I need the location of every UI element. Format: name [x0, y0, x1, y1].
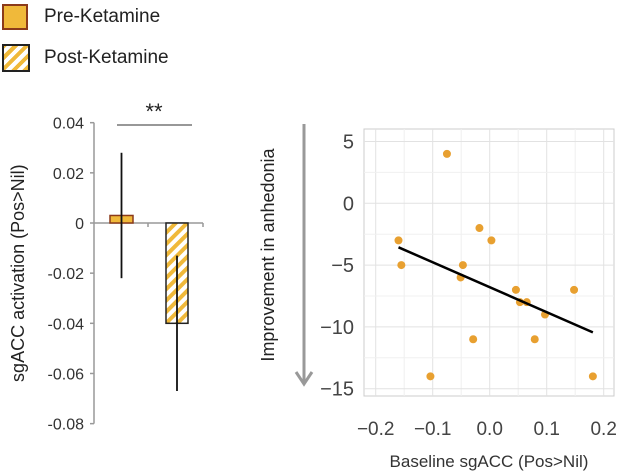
significance-label: **	[145, 99, 163, 124]
scatter-point	[426, 372, 435, 381]
legend-label-pre: Pre-Ketamine	[44, 6, 161, 27]
scatter-x-tick-label: −0.1	[414, 419, 452, 440]
scatter-point	[487, 236, 496, 245]
scatter-x-axis-label: Baseline sgACC (Pos>Nil)	[390, 452, 589, 471]
legend-label-post: Post-Ketamine	[44, 47, 169, 68]
bar-y-tick-label: -0.06	[48, 366, 85, 383]
bar-y-tick-label: -0.04	[48, 316, 85, 333]
bar-y-tick-label: 0	[75, 216, 84, 233]
bar-y-tick-label: 0.02	[53, 166, 84, 183]
down-arrow-head-icon	[294, 371, 314, 387]
bar-y-tick-label: -0.02	[48, 266, 85, 283]
scatter-point	[475, 224, 484, 233]
scatter-point	[570, 285, 579, 294]
scatter-panel	[363, 128, 615, 397]
scatter-point	[530, 335, 539, 344]
scatter-point	[469, 335, 478, 344]
scatter-y-axis-label: Improvement in anhedonia	[258, 147, 278, 361]
fit-line	[397, 246, 594, 334]
scatter-y-tick-label: −10	[320, 317, 354, 339]
scatter-y-tick-label: −15	[320, 379, 354, 401]
bar-y-tick-label: 0.04	[53, 116, 84, 133]
scatter-point	[458, 261, 467, 270]
scatter-x-tick-label: 0.1	[533, 419, 559, 440]
scatter-point	[397, 261, 406, 270]
scatter-x-tick-label: −0.2	[357, 419, 395, 440]
scatter-y-tick-label: 0	[343, 193, 354, 215]
scatter-y-tick-label: −5	[331, 255, 354, 277]
scatter-x-tick-label: 0.2	[590, 419, 616, 440]
scatter-point	[394, 236, 403, 245]
scatter-point	[442, 149, 451, 158]
scatter-point	[588, 372, 597, 381]
scatter-point	[511, 285, 520, 294]
legend-swatch-post	[2, 44, 30, 72]
scatter-y-tick-label: 5	[343, 132, 354, 154]
legend-swatch-pre	[2, 4, 28, 30]
bar-y-axis-label: sgACC activation (Pos>Nil)	[8, 164, 28, 382]
scatter-x-tick-label: 0.0	[476, 419, 502, 440]
bar-y-tick-label: -0.08	[48, 417, 85, 434]
